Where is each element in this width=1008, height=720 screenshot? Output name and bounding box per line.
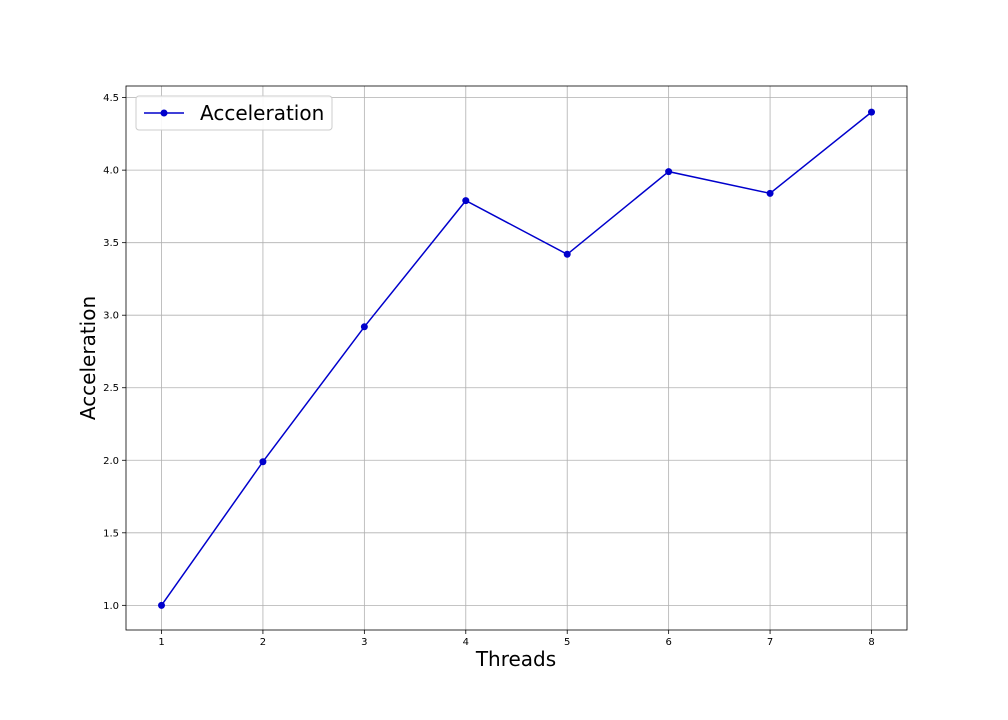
x-tick-label: 1: [158, 637, 164, 648]
legend: Acceleration: [135, 95, 333, 131]
x-tick-label: 2: [260, 637, 266, 648]
data-point: [360, 323, 368, 331]
data-point: [766, 189, 774, 197]
axes: 1 2 3 4 5 6 7 8 1.0 1.5 2.0 2.5 3.0 3.5 4.0 4.5: [103, 85, 908, 648]
plot-frame: [125, 85, 908, 631]
y-tick-label: 3.0: [103, 311, 119, 322]
y-tick-label: 2.5: [103, 383, 119, 394]
data-point: [665, 168, 673, 176]
legend-label: Acceleration: [200, 101, 324, 125]
y-tick-label: 1.5: [103, 528, 119, 539]
x-tick-label: 6: [665, 637, 671, 648]
y-axis-label: Acceleration: [76, 296, 100, 420]
y-tick-label: 3.5: [103, 238, 119, 249]
x-axis-label: Threads: [475, 647, 556, 671]
x-tick-label: 4: [463, 637, 469, 648]
x-tick-label: 8: [868, 637, 874, 648]
x-tick-label: 3: [361, 637, 367, 648]
y-tick-label: 1.0: [103, 601, 119, 612]
y-tick-label: 4.5: [103, 93, 119, 104]
y-tick-label: 4.0: [103, 166, 119, 177]
x-tick-label: 5: [564, 637, 570, 648]
grid: [126, 86, 907, 630]
legend-box: [135, 95, 333, 131]
series-line: [160, 111, 872, 606]
legend-marker: [160, 109, 168, 117]
series: [158, 108, 875, 609]
data-point: [158, 601, 165, 609]
data-point: [462, 197, 470, 205]
data-point: [868, 108, 875, 116]
x-tick-label: 7: [767, 637, 773, 648]
y-tick-label: 2.0: [103, 456, 119, 467]
data-point: [563, 250, 571, 258]
data-point: [259, 458, 267, 466]
